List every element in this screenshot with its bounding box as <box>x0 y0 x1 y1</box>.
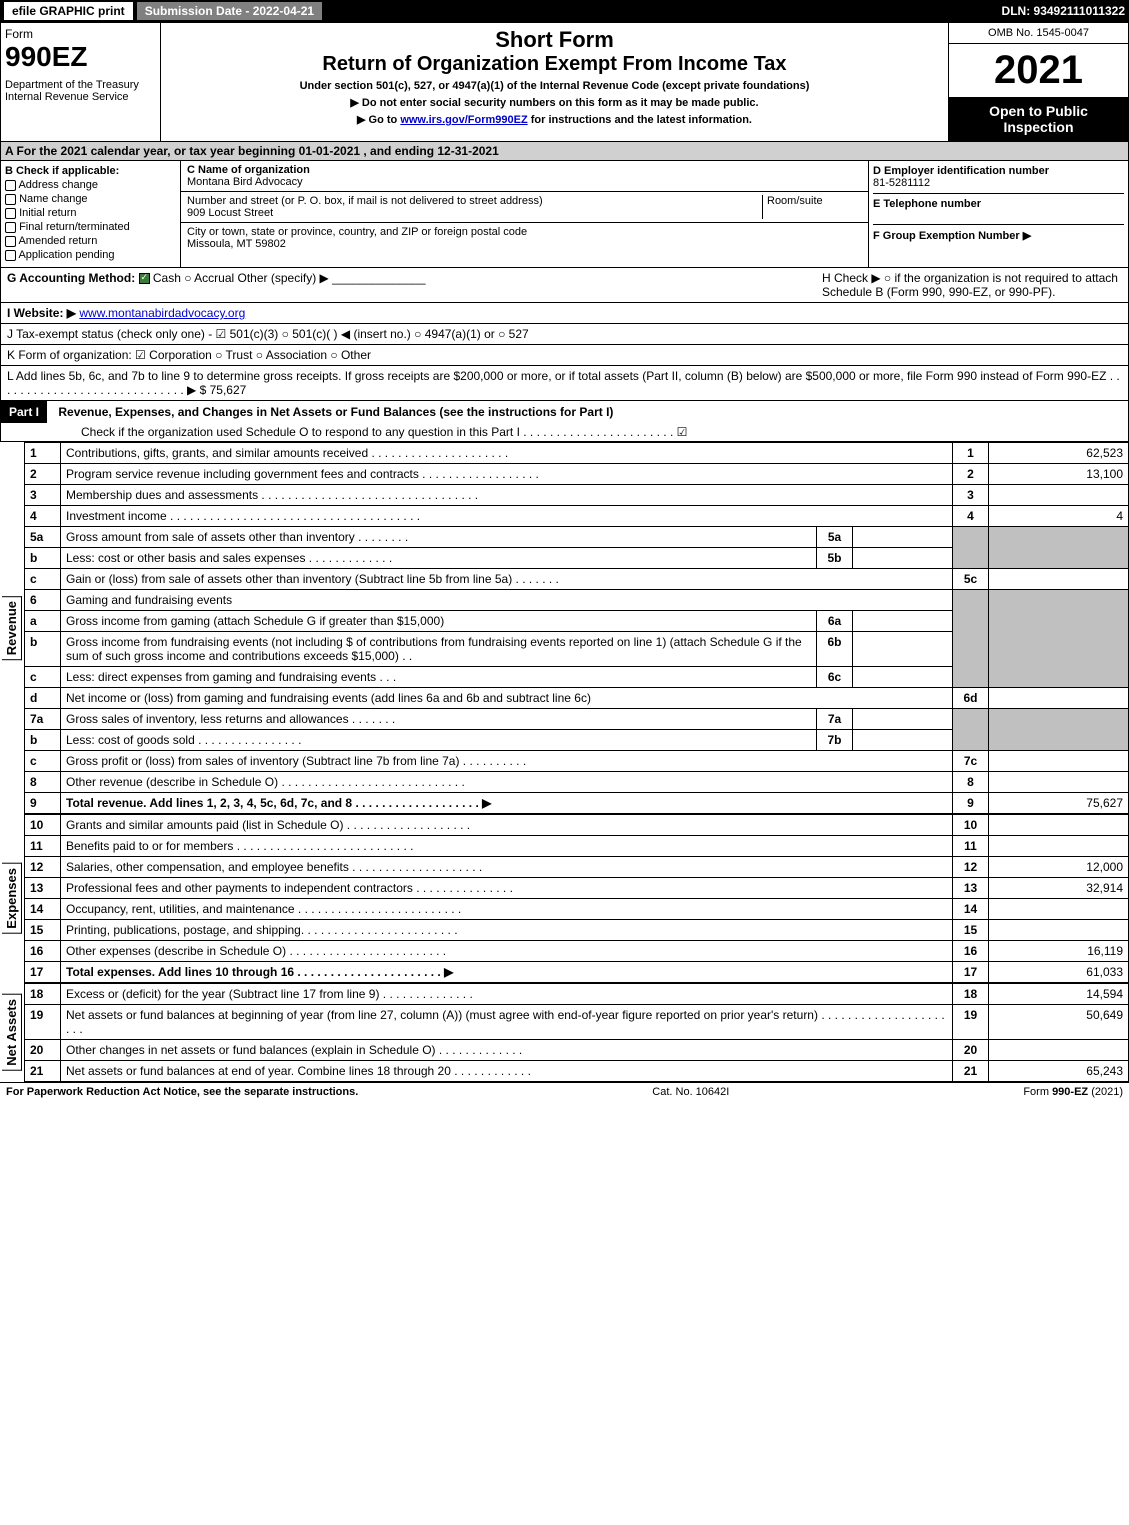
netassets-table: 18Excess or (deficit) for the year (Subt… <box>24 983 1129 1082</box>
header-left: Form 990EZ Department of the Treasury In… <box>1 23 161 141</box>
line-2: 2Program service revenue including gover… <box>25 464 1129 485</box>
line-4: 4Investment income . . . . . . . . . . .… <box>25 506 1129 527</box>
form-header: Form 990EZ Department of the Treasury In… <box>0 22 1129 142</box>
chk-amended-return[interactable]: Amended return <box>5 235 176 247</box>
netassets-vert-label: Net Assets <box>2 994 22 1071</box>
submission-date-button[interactable]: Submission Date - 2022-04-21 <box>137 2 322 20</box>
city-value: Missoula, MT 59802 <box>187 238 862 250</box>
footer-catalog: Cat. No. 10642I <box>358 1086 1023 1098</box>
line-12: 12Salaries, other compensation, and empl… <box>25 857 1129 878</box>
room-suite-label: Room/suite <box>762 195 862 219</box>
line-1: 1Contributions, gifts, grants, and simil… <box>25 443 1129 464</box>
line-15: 15Printing, publications, postage, and s… <box>25 920 1129 941</box>
section-a-calendar-year: A For the 2021 calendar year, or tax yea… <box>0 142 1129 161</box>
telephone-label: E Telephone number <box>873 193 1124 210</box>
addr-label: Number and street (or P. O. box, if mail… <box>187 195 762 207</box>
irs-link[interactable]: www.irs.gov/Form990EZ <box>400 114 527 126</box>
open-to-public: Open to Public Inspection <box>949 97 1128 141</box>
info-block: B Check if applicable: Address change Na… <box>0 161 1129 268</box>
line-5a: 5aGross amount from sale of assets other… <box>25 527 1129 548</box>
chk-final-return[interactable]: Final return/terminated <box>5 221 176 233</box>
line-20: 20Other changes in net assets or fund ba… <box>25 1040 1129 1061</box>
ein-label: D Employer identification number <box>873 165 1124 177</box>
chk-cash[interactable] <box>139 273 150 284</box>
line-13: 13Professional fees and other payments t… <box>25 878 1129 899</box>
tax-year: 2021 <box>949 44 1128 97</box>
line-19: 19Net assets or fund balances at beginni… <box>25 1005 1129 1040</box>
header-right: OMB No. 1545-0047 2021 Open to Public In… <box>948 23 1128 141</box>
line-3: 3Membership dues and assessments . . . .… <box>25 485 1129 506</box>
footer-left: For Paperwork Reduction Act Notice, see … <box>6 1086 358 1098</box>
part1-label: Part I <box>1 401 47 423</box>
title-return: Return of Organization Exempt From Incom… <box>169 53 940 76</box>
instr-goto-pre: ▶ Go to <box>357 114 400 126</box>
line-10: 10Grants and similar amounts paid (list … <box>25 815 1129 836</box>
line-7c: cGross profit or (loss) from sales of in… <box>25 751 1129 772</box>
header-middle: Short Form Return of Organization Exempt… <box>161 23 948 141</box>
omb-number: OMB No. 1545-0047 <box>949 23 1128 44</box>
section-g-label: G Accounting Method: <box>7 271 135 285</box>
org-name: Montana Bird Advocacy <box>187 176 862 188</box>
section-gh: G Accounting Method: Cash ○ Accrual Othe… <box>0 268 1129 303</box>
line-16: 16Other expenses (describe in Schedule O… <box>25 941 1129 962</box>
subtitle-section: Under section 501(c), 527, or 4947(a)(1)… <box>169 80 940 92</box>
section-j: J Tax-exempt status (check only one) - ☑… <box>0 324 1129 345</box>
revenue-table: 1Contributions, gifts, grants, and simil… <box>24 442 1129 814</box>
line-21: 21Net assets or fund balances at end of … <box>25 1061 1129 1082</box>
part1-check: Check if the organization used Schedule … <box>1 423 1128 441</box>
line-9: 9Total revenue. Add lines 1, 2, 3, 4, 5c… <box>25 793 1129 814</box>
ein-value: 81-5281112 <box>873 177 1124 189</box>
section-l: L Add lines 5b, 6c, and 7b to line 9 to … <box>0 366 1129 401</box>
line-6: 6Gaming and fundraising events <box>25 590 1129 611</box>
part1-title: Revenue, Expenses, and Changes in Net As… <box>50 405 613 419</box>
section-def: D Employer identification number 81-5281… <box>868 161 1128 267</box>
expenses-section: Expenses 10Grants and similar amounts pa… <box>0 814 1129 983</box>
section-h: H Check ▶ ○ if the organization is not r… <box>822 271 1122 299</box>
netassets-section: Net Assets 18Excess or (deficit) for the… <box>0 983 1129 1082</box>
section-b-label: B Check if applicable: <box>5 165 176 177</box>
instr-ssn: ▶ Do not enter social security numbers o… <box>169 96 940 109</box>
line-5c: cGain or (loss) from sale of assets othe… <box>25 569 1129 590</box>
revenue-section: Revenue 1Contributions, gifts, grants, a… <box>0 442 1129 814</box>
chk-initial-return[interactable]: Initial return <box>5 207 176 219</box>
dept-label: Department of the Treasury Internal Reve… <box>5 79 156 103</box>
part1-header: Part I Revenue, Expenses, and Changes in… <box>0 401 1129 442</box>
revenue-vert-label: Revenue <box>2 596 22 660</box>
website-label: I Website: ▶ <box>7 306 76 320</box>
section-k: K Form of organization: ☑ Corporation ○ … <box>0 345 1129 366</box>
top-bar: efile GRAPHIC print Submission Date - 20… <box>0 0 1129 22</box>
addr-value: 909 Locust Street <box>187 207 762 219</box>
org-name-label: C Name of organization <box>187 164 862 176</box>
chk-application-pending[interactable]: Application pending <box>5 249 176 261</box>
expenses-vert-label: Expenses <box>2 863 22 934</box>
title-short-form: Short Form <box>169 27 940 53</box>
form-label: Form <box>5 27 156 41</box>
section-i: I Website: ▶ www.montanabirdadvocacy.org <box>0 303 1129 324</box>
page-footer: For Paperwork Reduction Act Notice, see … <box>0 1082 1129 1101</box>
chk-address-change[interactable]: Address change <box>5 179 176 191</box>
chk-name-change[interactable]: Name change <box>5 193 176 205</box>
line-18: 18Excess or (deficit) for the year (Subt… <box>25 984 1129 1005</box>
group-exemption-label: F Group Exemption Number ▶ <box>873 224 1124 242</box>
line-14: 14Occupancy, rent, utilities, and mainte… <box>25 899 1129 920</box>
expenses-table: 10Grants and similar amounts paid (list … <box>24 814 1129 983</box>
line-17: 17Total expenses. Add lines 10 through 1… <box>25 962 1129 983</box>
instr-goto: ▶ Go to www.irs.gov/Form990EZ for instru… <box>169 113 940 126</box>
form-number: 990EZ <box>5 41 156 73</box>
city-label: City or town, state or province, country… <box>187 226 862 238</box>
line-8: 8Other revenue (describe in Schedule O) … <box>25 772 1129 793</box>
efile-print-button[interactable]: efile GRAPHIC print <box>4 2 133 20</box>
line-6d: dNet income or (loss) from gaming and fu… <box>25 688 1129 709</box>
section-c: C Name of organization Montana Bird Advo… <box>181 161 868 267</box>
dln-label: DLN: 93492111011322 <box>1002 4 1125 18</box>
section-g-opts: Cash ○ Accrual Other (specify) ▶ <box>153 271 329 285</box>
line-7a: 7aGross sales of inventory, less returns… <box>25 709 1129 730</box>
line-11: 11Benefits paid to or for members . . . … <box>25 836 1129 857</box>
footer-form-ref: Form 990-EZ (2021) <box>1023 1086 1123 1098</box>
instr-goto-post: for instructions and the latest informat… <box>531 114 752 126</box>
section-b: B Check if applicable: Address change Na… <box>1 161 181 267</box>
website-link[interactable]: www.montanabirdadvocacy.org <box>79 306 245 320</box>
